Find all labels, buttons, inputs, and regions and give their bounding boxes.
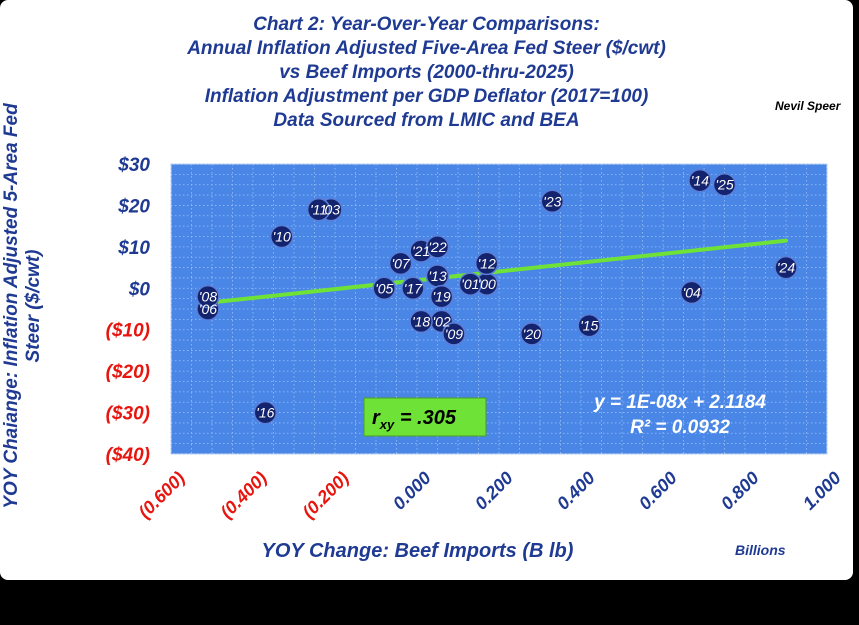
data-point: [474, 251, 499, 276]
data-point: [388, 251, 413, 276]
data-point: [520, 322, 544, 346]
chart-title-line-2: Annual Inflation Adjusted Five-Area Fed …: [187, 38, 666, 59]
data-point: [372, 276, 396, 301]
data-point-label: '05: [375, 280, 393, 296]
data-point-label: '07: [391, 255, 410, 271]
data-point-label: '06: [199, 301, 217, 317]
data-point: [679, 280, 704, 305]
data-point-label: '00: [478, 276, 496, 292]
data-point: [306, 197, 331, 222]
data-point: [688, 168, 712, 193]
x-tick-label: (0.400): [216, 468, 270, 522]
data-point: [196, 284, 220, 309]
data-point-label: '11: [310, 202, 327, 218]
data-point-label: '16: [256, 405, 274, 421]
y-tick-label: $10: [117, 238, 150, 259]
data-point-label: '25: [715, 177, 733, 193]
x-tick-label: 0.600: [635, 468, 681, 514]
x-tick-label: 0.400: [553, 468, 599, 514]
y-tick-label: $0: [128, 279, 151, 300]
regression-equation: y = 1E-08x + 2.1184: [593, 392, 766, 413]
data-point-label: '20: [523, 326, 541, 342]
x-tick-label: 0.000: [389, 468, 435, 514]
data-point-label: '03: [322, 202, 340, 218]
x-axis-unit: Billions: [735, 542, 786, 558]
x-tick-label: 1.000: [799, 468, 845, 514]
data-point-label: '24: [777, 260, 795, 276]
x-axis-title: YOY Change: Beef Imports (B lb): [261, 540, 574, 562]
y-tick-label: ($30): [106, 404, 150, 425]
y-tick-label: ($40): [106, 445, 150, 466]
data-point: [425, 235, 450, 259]
data-point-label: '23: [543, 193, 561, 209]
data-point-label: '12: [478, 255, 496, 271]
author-credit: Nevil Speer: [775, 99, 841, 113]
correlation-box: [363, 397, 487, 437]
data-point: [540, 189, 565, 214]
data-point: [442, 322, 466, 346]
y-tick-label: ($20): [106, 362, 150, 383]
data-point: [401, 276, 425, 301]
data-point-label: '02: [432, 313, 450, 329]
data-point: [409, 309, 433, 334]
y-tick-label: $20: [117, 196, 150, 217]
data-point-label: '15: [580, 318, 598, 334]
data-point-label: '22: [428, 239, 446, 255]
data-point-label: '14: [691, 173, 709, 189]
x-tick-label: (0.600): [134, 468, 188, 522]
correlation-label: rxy = .305: [372, 407, 457, 432]
data-point: [577, 313, 601, 338]
data-point-label: '13: [428, 268, 446, 284]
r-squared-value: R² = 0.0932: [630, 417, 730, 438]
data-point: [429, 284, 454, 309]
y-tick-label: ($10): [106, 321, 150, 342]
data-point-label: '01: [461, 276, 479, 292]
data-point-label: '18: [412, 313, 430, 329]
x-tick-label: 0.800: [717, 468, 763, 514]
x-tick-label: (0.200): [298, 468, 352, 522]
chart-title-line-5: Data Sourced from LMIC and BEA: [273, 110, 580, 131]
data-point: [712, 172, 737, 197]
data-point: [269, 224, 294, 249]
trendline: [205, 238, 788, 305]
x-tick-label: 0.200: [471, 468, 517, 514]
data-point-label: '17: [404, 280, 423, 296]
data-point-label: '08: [199, 289, 217, 305]
chart-title-line-3: vs Beef Imports (2000-thru-2025): [279, 62, 574, 83]
data-point-label: '21: [412, 243, 430, 259]
data-point-label: '10: [273, 229, 291, 245]
data-point-label: '09: [445, 326, 463, 342]
chart-title-line-1: Chart 2: Year-Over-Year Comparisons:: [253, 14, 600, 35]
data-point-label: '04: [683, 284, 701, 300]
chart-title-line-4: Inflation Adjustment per GDP Deflator (2…: [204, 86, 649, 107]
data-point-label: '19: [432, 289, 450, 305]
data-point: [774, 255, 798, 280]
data-point: [458, 272, 483, 296]
y-tick-label: $30: [117, 155, 150, 176]
data-point: [253, 400, 278, 425]
